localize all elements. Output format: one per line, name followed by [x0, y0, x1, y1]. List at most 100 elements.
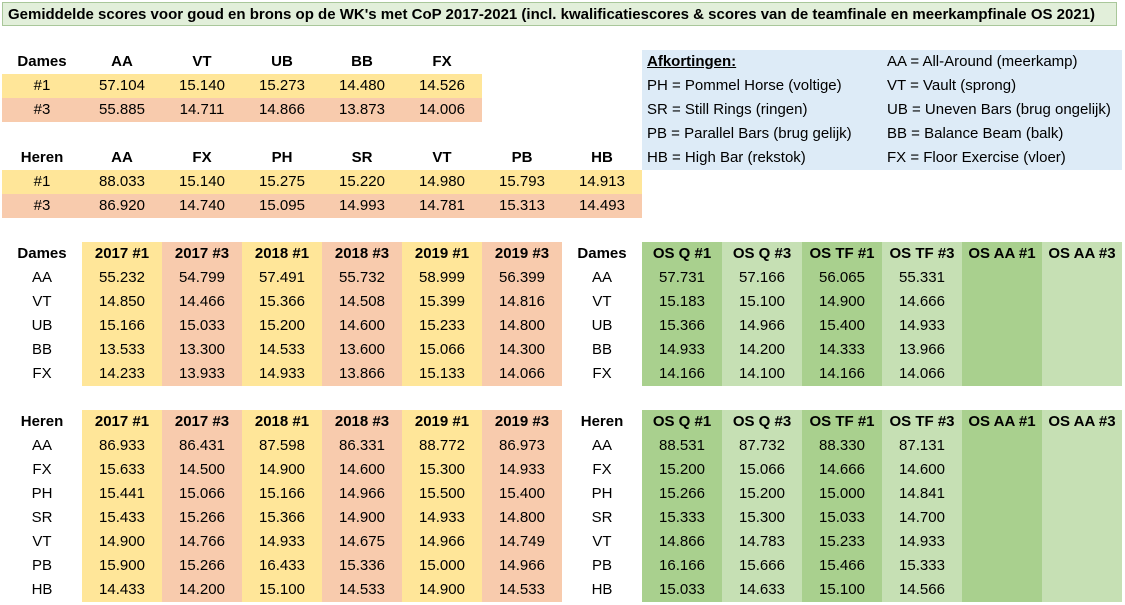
score-cell: 13.300 [162, 338, 242, 362]
apparatus-label: VT [32, 533, 52, 550]
score-cell: 14.966 [482, 554, 562, 578]
score-cell: 15.366 [242, 506, 322, 530]
heren-summary-header: Heren [20, 149, 64, 166]
column-header: OS TF #3 [882, 410, 962, 434]
score-cell [1042, 362, 1122, 386]
score-cell: 56.065 [802, 266, 882, 290]
score-cell: 14.533 [482, 578, 562, 602]
section-label: Dames [577, 245, 627, 262]
score-cell: 15.300 [402, 458, 482, 482]
score-cell: 13.873 [322, 98, 402, 122]
score-cell: 87.598 [242, 434, 322, 458]
score-cell: 15.140 [162, 74, 242, 98]
score-cell: 14.566 [882, 578, 962, 602]
column-header: OS TF #1 [802, 410, 882, 434]
score-cell: 15.033 [162, 314, 242, 338]
score-cell [962, 506, 1042, 530]
score-cell: 88.033 [82, 170, 162, 194]
score-cell [1042, 506, 1122, 530]
score-cell: 88.772 [402, 434, 482, 458]
apparatus-label: VT [592, 533, 612, 550]
score-cell: 15.400 [802, 314, 882, 338]
score-cell [962, 434, 1042, 458]
apparatus-label: PH [31, 485, 53, 502]
score-cell [962, 290, 1042, 314]
score-cell: 14.783 [722, 530, 802, 554]
score-cell: 15.266 [642, 482, 722, 506]
score-cell: 14.233 [82, 362, 162, 386]
score-cell [962, 266, 1042, 290]
score-cell: 86.920 [82, 194, 162, 218]
score-cell: 88.330 [802, 434, 882, 458]
score-cell: 14.933 [242, 362, 322, 386]
score-cell: 14.480 [322, 74, 402, 98]
dames-summary-header: UB [271, 53, 293, 70]
score-cell: 15.166 [242, 482, 322, 506]
score-cell: 15.200 [242, 314, 322, 338]
score-cell: 86.933 [82, 434, 162, 458]
score-cell [1042, 554, 1122, 578]
score-cell [962, 482, 1042, 506]
score-cell: 15.333 [882, 554, 962, 578]
score-cell: 15.273 [242, 74, 322, 98]
apparatus-label: FX [592, 365, 612, 382]
column-header: 2019 #1 [402, 410, 482, 434]
column-header: 2017 #3 [162, 242, 242, 266]
abbr-ph: PH = Pommel Horse (voltige) [647, 77, 842, 94]
score-cell [962, 458, 1042, 482]
score-cell [1042, 434, 1122, 458]
score-cell: 16.166 [642, 554, 722, 578]
column-header: 2019 #3 [482, 242, 562, 266]
score-cell: 14.749 [482, 530, 562, 554]
row-rank: #1 [2, 170, 82, 194]
abbr-pb: PB = Parallel Bars (brug gelijk) [647, 125, 852, 142]
score-cell: 14.533 [322, 578, 402, 602]
apparatus-label: PB [591, 557, 612, 574]
apparatus-label: FX [32, 461, 52, 478]
apparatus-label: PB [31, 557, 52, 574]
score-cell: 15.793 [482, 170, 562, 194]
score-cell: 15.166 [82, 314, 162, 338]
score-cell: 86.973 [482, 434, 562, 458]
score-cell: 14.866 [242, 98, 322, 122]
score-cell: 14.600 [322, 314, 402, 338]
score-cell: 15.466 [802, 554, 882, 578]
score-cell: 15.100 [722, 290, 802, 314]
score-cell: 14.866 [642, 530, 722, 554]
column-header: 2017 #1 [82, 410, 162, 434]
score-cell: 14.633 [722, 578, 802, 602]
column-header: 2017 #1 [82, 242, 162, 266]
score-cell: 13.600 [322, 338, 402, 362]
score-cell: 14.333 [802, 338, 882, 362]
score-cell [962, 314, 1042, 338]
score-cell: 14.933 [882, 530, 962, 554]
score-cell: 58.999 [402, 266, 482, 290]
dames-summary-header: VT [192, 53, 212, 70]
score-cell: 15.000 [802, 482, 882, 506]
score-cell: 14.526 [402, 74, 482, 98]
column-header: 2018 #1 [242, 242, 322, 266]
score-cell: 15.266 [162, 506, 242, 530]
score-cell: 14.200 [162, 578, 242, 602]
apparatus-label: FX [592, 461, 612, 478]
apparatus-label: AA [591, 269, 612, 286]
column-header: OS TF #1 [802, 242, 882, 266]
apparatus-label: SR [591, 509, 613, 526]
score-cell: 15.233 [402, 314, 482, 338]
score-cell: 14.166 [642, 362, 722, 386]
abbr-sr: SR = Still Rings (ringen) [647, 101, 808, 118]
score-cell: 15.200 [642, 458, 722, 482]
score-cell: 14.740 [162, 194, 242, 218]
dames-summary-header: Dames [17, 53, 67, 70]
score-cell: 14.006 [402, 98, 482, 122]
score-cell: 86.431 [162, 434, 242, 458]
score-cell: 55.732 [322, 266, 402, 290]
dames-summary-header: BB [351, 53, 373, 70]
column-header: OS Q #1 [642, 242, 722, 266]
score-cell: 14.433 [82, 578, 162, 602]
score-cell: 13.533 [82, 338, 162, 362]
apparatus-label: AA [31, 269, 52, 286]
score-cell: 14.850 [82, 290, 162, 314]
column-header: OS AA #3 [1042, 242, 1122, 266]
score-cell: 15.433 [82, 506, 162, 530]
